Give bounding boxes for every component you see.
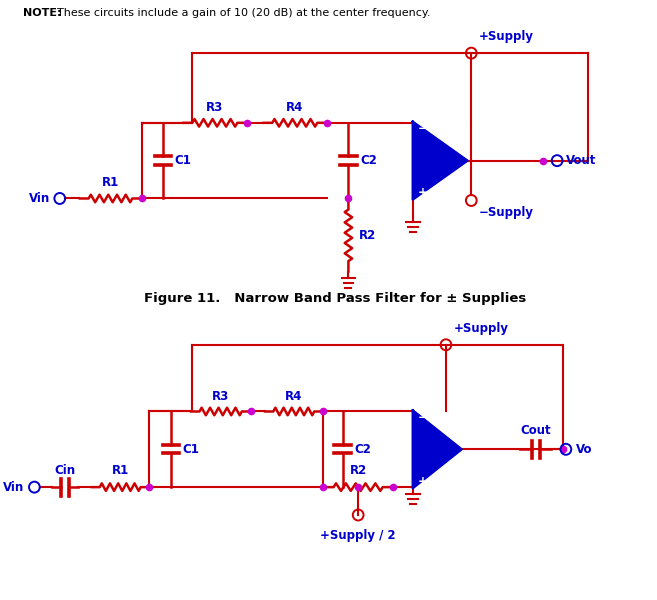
Text: +: +: [418, 475, 428, 488]
Text: C1: C1: [183, 443, 200, 456]
Text: +Supply: +Supply: [454, 322, 509, 335]
Text: R3: R3: [212, 389, 229, 403]
Text: +Supply / 2: +Supply / 2: [321, 529, 396, 542]
Text: Cout: Cout: [520, 424, 551, 437]
Text: R4: R4: [285, 389, 302, 403]
Text: Vo: Vo: [576, 443, 592, 456]
Text: Vin: Vin: [29, 192, 50, 205]
Text: R2: R2: [350, 464, 367, 477]
Text: +: +: [418, 186, 428, 199]
Text: Cin: Cin: [55, 464, 76, 477]
Text: C1: C1: [175, 154, 192, 167]
Text: −: −: [418, 411, 428, 424]
Text: R2: R2: [359, 229, 376, 242]
Text: Vin: Vin: [3, 481, 25, 494]
Text: C2: C2: [354, 443, 371, 456]
Text: +Supply: +Supply: [479, 30, 534, 43]
Text: These circuits include a gain of 10 (20 dB) at the center frequency.: These circuits include a gain of 10 (20 …: [50, 8, 430, 19]
Text: R4: R4: [286, 101, 304, 114]
Polygon shape: [413, 410, 461, 488]
Text: −: −: [418, 122, 428, 135]
Text: R1: R1: [102, 176, 119, 188]
Polygon shape: [413, 122, 467, 199]
Text: −Supply: −Supply: [479, 206, 534, 220]
Text: NOTE:: NOTE:: [23, 8, 61, 19]
Text: Vout: Vout: [566, 154, 597, 167]
Text: Figure 11.   Narrow Band Pass Filter for ± Supplies: Figure 11. Narrow Band Pass Filter for ±…: [144, 292, 526, 305]
Text: R1: R1: [112, 464, 129, 477]
Text: C2: C2: [360, 154, 377, 167]
Text: R3: R3: [206, 101, 223, 114]
